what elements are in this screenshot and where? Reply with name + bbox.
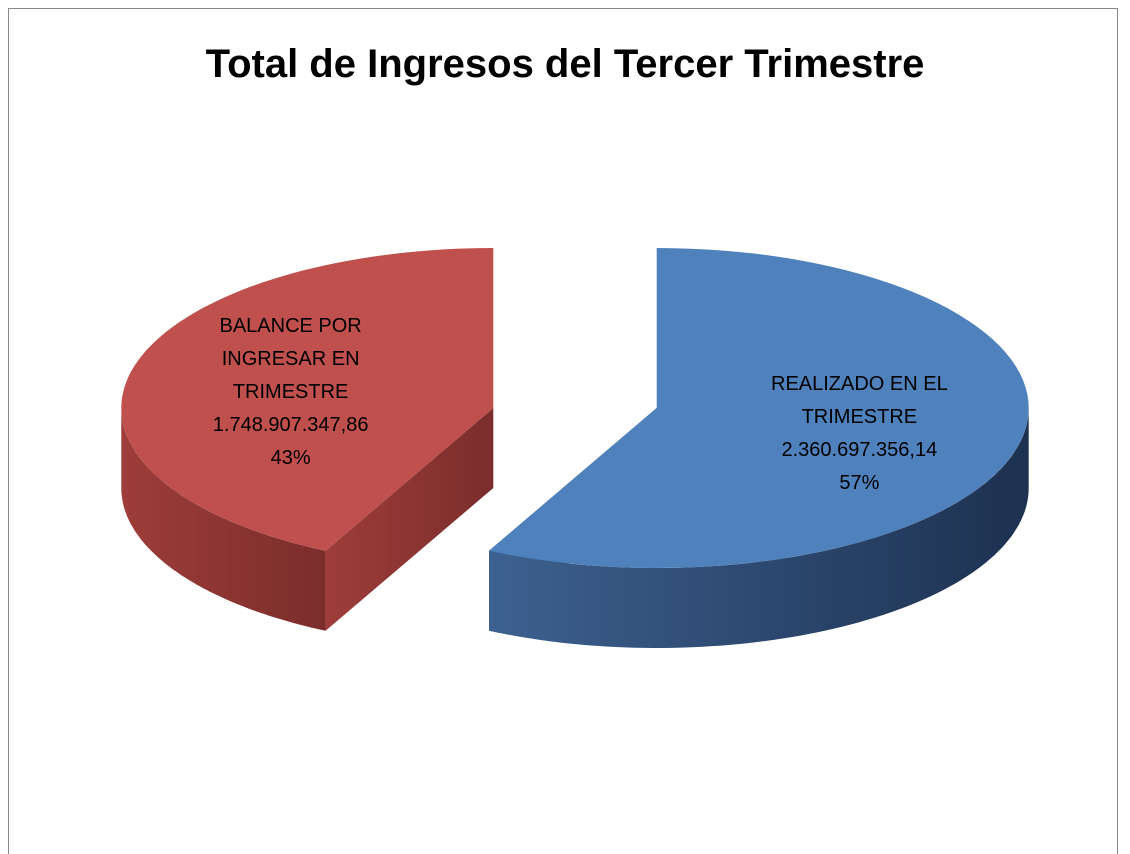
data-label: BALANCE POR INGRESAR EN TRIMESTRE 1.748.9…: [181, 310, 401, 475]
data-label: REALIZADO EN EL TRIMESTRE 2.360.697.356,1…: [749, 368, 969, 500]
slice-cut-face: [325, 408, 494, 631]
slice: [489, 248, 1029, 568]
slice-side: [489, 408, 1029, 648]
chart-title: Total de Ingresos del Tercer Trimestre: [205, 42, 925, 86]
slice-side: [121, 408, 326, 631]
value-label: 2.360.697.356,14: [781, 438, 938, 461]
percentage-label: 43%: [270, 446, 311, 469]
chart-frame: [8, 8, 1118, 854]
slice: [121, 248, 494, 551]
category-label: BALANCE POR INGRESAR EN TRIMESTRE: [219, 314, 362, 403]
percentage-label: 57%: [839, 471, 880, 494]
category-label: REALIZADO EN EL TRIMESTRE: [771, 372, 948, 428]
value-label: 1.748.907.347,86: [212, 413, 369, 436]
